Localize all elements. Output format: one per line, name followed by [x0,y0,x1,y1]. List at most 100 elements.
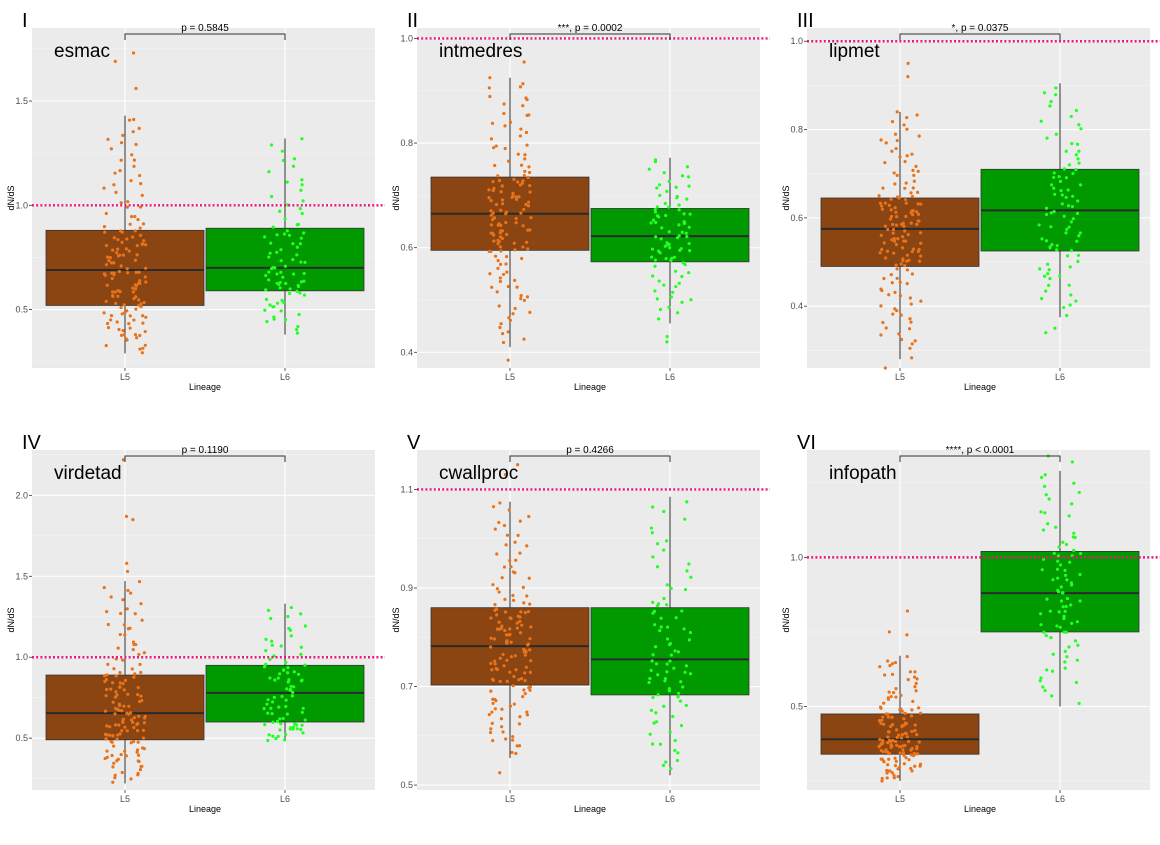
data-point-L5 [127,249,131,253]
data-point-L6 [299,236,303,240]
data-point-L6 [1044,206,1049,210]
data-point-L5 [104,243,109,248]
data-point-L6 [667,179,671,183]
data-point-L6 [655,205,659,209]
data-point-L5 [502,102,506,106]
data-point-L6 [649,526,654,530]
data-point-L5 [911,186,915,190]
data-point-L5 [913,339,917,343]
data-point-L6 [275,272,279,276]
data-point-L6 [299,188,303,192]
data-point-L5 [887,757,891,761]
data-point-L5 [894,210,898,214]
data-point-L5 [492,146,496,150]
data-point-L5 [502,523,507,528]
data-point-L5 [523,679,527,683]
data-point-L5 [122,333,126,337]
data-point-L5 [135,748,140,752]
data-point-L6 [283,318,288,322]
data-point-L6 [672,666,676,670]
data-point-L5 [886,769,890,773]
data-point-L5 [109,687,113,691]
data-point-L6 [281,716,285,721]
data-point-L5 [495,627,500,631]
data-point-L5 [502,111,506,116]
data-point-L5 [136,685,140,690]
data-point-L6 [278,209,282,213]
data-point-L5 [908,317,912,321]
data-point-L6 [1043,511,1047,515]
data-point-L6 [675,758,680,763]
data-point-L6 [662,509,666,514]
data-point-L5 [910,272,915,276]
data-point-L5 [889,214,894,219]
data-point-L6 [1054,525,1058,529]
data-point-L5 [122,623,126,627]
data-point-L5 [118,169,122,173]
data-point-L5 [890,238,894,242]
x-tick-label: L5 [120,372,130,382]
data-point-L5 [489,689,493,693]
data-point-L5 [498,325,502,330]
data-point-L5 [138,347,142,351]
data-point-L6 [270,643,274,647]
data-point-L6 [1074,168,1078,172]
data-point-L6 [654,645,658,649]
data-point-L5 [519,297,523,301]
data-point-L5 [879,742,883,747]
data-point-L5 [520,256,524,261]
data-point-L6 [688,249,692,253]
data-point-L5 [493,707,497,711]
data-point-L6 [297,312,301,317]
data-point-L6 [270,639,274,643]
data-point-L6 [1040,237,1044,241]
data-point-L5 [140,764,144,768]
outlier-point-L5 [905,633,909,637]
data-point-L5 [917,259,922,263]
data-point-L5 [886,696,890,700]
data-point-L5 [890,281,894,285]
y-tick-label: 1.0 [400,33,413,43]
x-tick-label: L6 [1055,794,1065,804]
data-point-L6 [682,212,686,216]
data-point-L5 [919,241,923,245]
y-tick-label: 0.5 [400,780,413,790]
data-point-L6 [273,266,277,270]
data-point-L5 [138,333,142,338]
data-point-L5 [137,303,141,307]
data-point-L5 [109,595,113,599]
data-point-L5 [144,280,148,284]
y-tick-label: 1.1 [400,484,413,494]
data-point-L5 [143,343,147,347]
data-point-L5 [526,609,531,614]
data-point-L6 [658,307,663,312]
data-point-L5 [126,588,130,593]
data-point-L6 [653,210,658,214]
data-point-L6 [1053,192,1057,196]
data-point-L5 [526,642,530,646]
data-point-L5 [523,611,528,615]
outlier-point-L6 [1053,326,1057,330]
data-point-L5 [913,670,917,674]
data-point-L5 [902,224,906,228]
data-point-L6 [1076,157,1080,161]
data-point-L6 [303,624,307,628]
data-point-L5 [123,678,128,683]
data-point-L5 [890,662,895,666]
data-point-L6 [1065,596,1070,601]
data-point-L5 [900,724,904,728]
data-point-L6 [1049,635,1053,640]
data-point-L5 [886,712,890,716]
outlier-point-L5 [131,518,135,522]
data-point-L6 [676,751,680,755]
significance-label: p = 0.4266 [566,445,614,456]
data-point-L6 [263,308,267,312]
data-point-L6 [1075,620,1079,624]
data-point-L5 [509,640,513,644]
data-point-L5 [135,243,139,248]
data-point-L6 [1067,225,1071,229]
data-point-L5 [489,137,494,141]
data-point-L6 [662,704,666,708]
data-point-L6 [1039,623,1043,627]
data-point-L5 [918,711,923,715]
